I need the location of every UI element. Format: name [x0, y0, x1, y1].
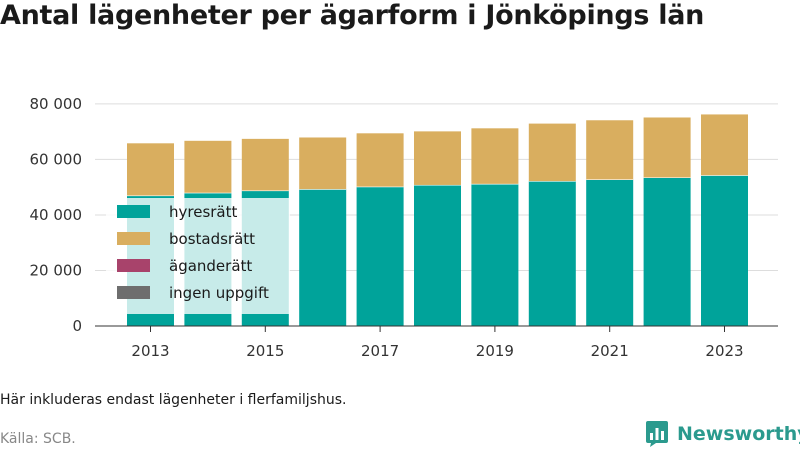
x-tick-label: 2013	[131, 342, 169, 360]
legend-label: bostadsrätt	[169, 230, 255, 248]
bar-2017-series-0	[356, 186, 404, 326]
chart-source: Källa: SCB.	[0, 431, 76, 447]
bar-2020-series-1	[528, 123, 576, 182]
y-tick-label: 40 000	[30, 206, 83, 224]
y-axis-ticks: 0 20 000 40 000 60 000 80 000	[30, 95, 83, 335]
bar-2014-series-1	[184, 140, 232, 193]
legend-swatch	[117, 205, 150, 218]
bar-2018-series-0	[414, 184, 461, 326]
bar-2021-series-0	[586, 179, 634, 326]
legend-label: äganderätt	[169, 257, 252, 275]
legend-swatch	[117, 286, 150, 299]
bar-2016-series-1	[299, 137, 347, 190]
bar-2017-series-1	[356, 133, 404, 187]
x-tick-label: 2023	[705, 342, 743, 360]
x-tick-label: 2019	[476, 342, 514, 360]
y-tick-label: 60 000	[30, 150, 83, 168]
bar-2015-series-1	[241, 138, 289, 191]
legend-swatch	[117, 232, 150, 245]
y-tick-label: 20 000	[30, 261, 83, 279]
legend: hyresrätt bostadsrätt äganderätt ingen uppg…	[117, 203, 269, 302]
y-tick-label: 0	[72, 317, 82, 335]
brand-name: Newsworthy	[677, 423, 800, 445]
bar-2018-series-1	[414, 131, 461, 185]
chart-title: Antal lägenheter per ägarform i Jönköpin…	[0, 0, 705, 31]
x-axis-ticks: 2013 2015 2017 2019 2021 2023	[131, 326, 744, 360]
bar-2019-series-1	[471, 128, 519, 184]
x-tick-label: 2015	[246, 342, 284, 360]
bar-2022-series-1	[643, 117, 691, 178]
brand-logo: Newsworthy	[645, 420, 800, 448]
bar-2022-series-0	[643, 177, 691, 326]
bar-2019-series-0	[471, 183, 519, 326]
bar-2013-series-1	[127, 143, 174, 196]
bar-2020-series-0	[528, 181, 576, 326]
bar-2016-series-0	[299, 189, 347, 326]
bar-2021-series-1	[586, 120, 634, 180]
bar-chart-logo-icon	[646, 421, 668, 447]
x-tick-label: 2021	[591, 342, 629, 360]
bar-2023-series-0	[701, 175, 748, 326]
bar-2023-series-1	[701, 114, 748, 176]
legend-label: hyresrätt	[169, 203, 238, 221]
legend-label: ingen uppgift	[169, 284, 269, 302]
x-tick-label: 2017	[361, 342, 399, 360]
legend-swatch	[117, 259, 150, 272]
chart-note: Här inkluderas endast lägenheter i flerf…	[0, 392, 347, 408]
y-tick-label: 80 000	[30, 95, 83, 113]
